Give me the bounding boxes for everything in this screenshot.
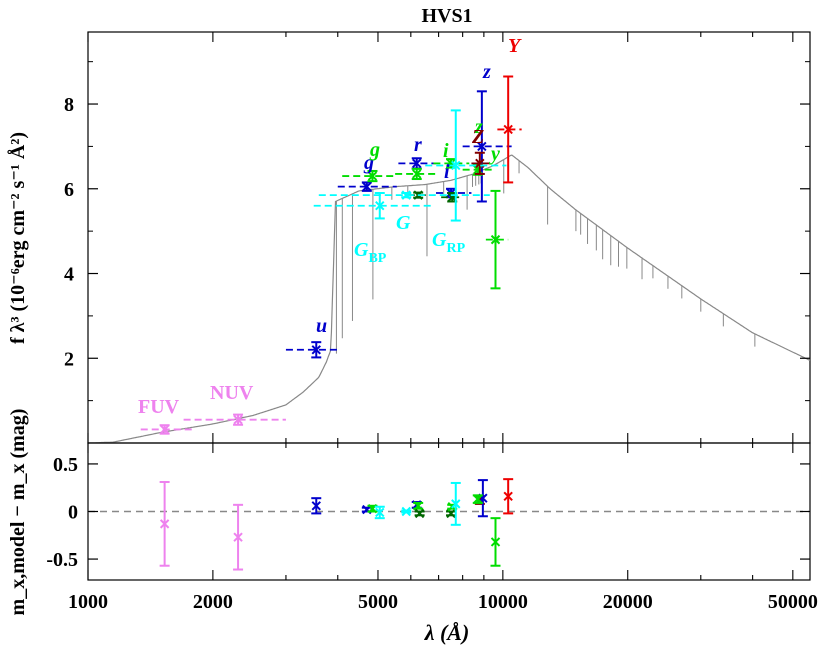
photometry-point bbox=[342, 169, 396, 183]
bottom-y-axis-label: m_x,model − m_x (mag) bbox=[7, 409, 29, 616]
data-marker bbox=[233, 414, 243, 425]
photometry-point bbox=[485, 189, 509, 290]
residual-point bbox=[503, 478, 514, 515]
filter-label: r bbox=[414, 134, 422, 156]
x-axis: 1000 2000 5000 10000 20000 50000 bbox=[68, 32, 818, 613]
photometry-point bbox=[140, 424, 194, 435]
photometry-point bbox=[497, 75, 522, 184]
residual-point bbox=[401, 506, 412, 517]
bottom-y-axis: -0.5 0 0.5 bbox=[46, 454, 810, 571]
photometry-point bbox=[395, 167, 439, 181]
photometry-points bbox=[140, 75, 522, 435]
y-tick-label: 0.5 bbox=[53, 454, 78, 476]
x-tick-label: 20000 bbox=[603, 591, 653, 613]
data-marker bbox=[412, 158, 422, 169]
filter-label: GBP bbox=[354, 239, 387, 266]
filter-label: u bbox=[316, 315, 327, 337]
filter-label: GRP bbox=[432, 229, 466, 256]
data-marker bbox=[414, 508, 425, 519]
residual-point bbox=[374, 505, 385, 520]
x-tick-label: 10000 bbox=[478, 591, 528, 613]
residual-point bbox=[490, 517, 501, 567]
x-axis-label: λ (Å) bbox=[424, 620, 470, 645]
data-marker bbox=[233, 532, 243, 542]
data-marker bbox=[503, 491, 513, 501]
data-marker bbox=[159, 424, 170, 435]
data-marker bbox=[451, 499, 461, 509]
data-marker bbox=[375, 507, 385, 518]
data-marker bbox=[490, 234, 501, 245]
y-tick-label: 2 bbox=[64, 348, 74, 370]
top-panel-frame bbox=[87, 31, 811, 444]
filter-label: NUV bbox=[210, 382, 254, 404]
photometry-point bbox=[318, 190, 490, 200]
bottom-panel: -0.5 0 0.5 m_x,model − m_x (mag) bbox=[7, 409, 811, 616]
residual-point bbox=[311, 497, 322, 515]
photometry-point bbox=[398, 157, 437, 170]
data-marker bbox=[401, 506, 411, 517]
data-marker bbox=[477, 141, 487, 152]
x-tick-label: 5000 bbox=[358, 591, 398, 613]
filter-label: z bbox=[474, 116, 483, 138]
residual-point bbox=[413, 501, 424, 511]
filter-label: z bbox=[482, 61, 491, 83]
x-tick-label: 50000 bbox=[768, 591, 818, 613]
data-marker bbox=[490, 537, 501, 547]
y-tick-label: 6 bbox=[64, 179, 74, 201]
filter-label: g bbox=[369, 139, 380, 161]
data-marker bbox=[311, 345, 321, 355]
residual-point bbox=[472, 494, 483, 504]
photometry-point bbox=[471, 151, 490, 175]
x-tick-label: 1000 bbox=[68, 591, 108, 613]
filter-label: i bbox=[444, 161, 450, 183]
filter-label: Y bbox=[508, 35, 522, 57]
photometry-point bbox=[183, 413, 286, 426]
x-tick-label: 2000 bbox=[193, 591, 233, 613]
chart-title: HVS1 bbox=[421, 5, 472, 27]
model-spectrum bbox=[88, 154, 811, 444]
residual-points bbox=[159, 478, 514, 571]
data-marker bbox=[503, 124, 513, 135]
filter-label: g bbox=[363, 152, 374, 174]
residual-point bbox=[450, 481, 461, 526]
data-marker bbox=[159, 519, 170, 529]
filter-label: y bbox=[489, 143, 500, 165]
data-marker bbox=[473, 494, 483, 504]
top-y-axis-label: f λ³ (10⁻⁶erg cm⁻² s⁻¹ Å²) bbox=[6, 132, 29, 344]
data-marker bbox=[413, 501, 423, 511]
residual-point bbox=[446, 508, 457, 519]
photometry-point bbox=[433, 158, 470, 169]
data-marker bbox=[412, 169, 422, 179]
data-marker bbox=[375, 201, 385, 211]
photometry-point bbox=[337, 181, 397, 192]
y-tick-label: 4 bbox=[64, 264, 74, 286]
residual-point bbox=[414, 508, 425, 519]
filter-label: Z bbox=[471, 126, 484, 148]
photometry-point bbox=[425, 109, 507, 222]
data-marker bbox=[311, 501, 321, 511]
data-marker bbox=[367, 171, 378, 181]
y-tick-label: -0.5 bbox=[46, 549, 78, 571]
data-marker bbox=[362, 181, 372, 192]
filter-label: FUV bbox=[138, 396, 180, 418]
residual-point bbox=[159, 481, 170, 567]
photometry-point bbox=[313, 192, 431, 220]
data-marker bbox=[401, 190, 411, 200]
top-y-axis: 2 4 6 8 bbox=[64, 61, 810, 402]
filter-label: G bbox=[396, 212, 411, 234]
residual-point bbox=[233, 503, 244, 571]
photometry-point bbox=[285, 341, 338, 359]
photometry-point bbox=[462, 90, 512, 203]
y-tick-label: 0 bbox=[68, 502, 78, 524]
y-tick-label: 8 bbox=[64, 94, 74, 116]
model-continuum-line bbox=[88, 154, 811, 444]
data-marker bbox=[451, 160, 461, 171]
filter-label: i bbox=[443, 140, 449, 162]
